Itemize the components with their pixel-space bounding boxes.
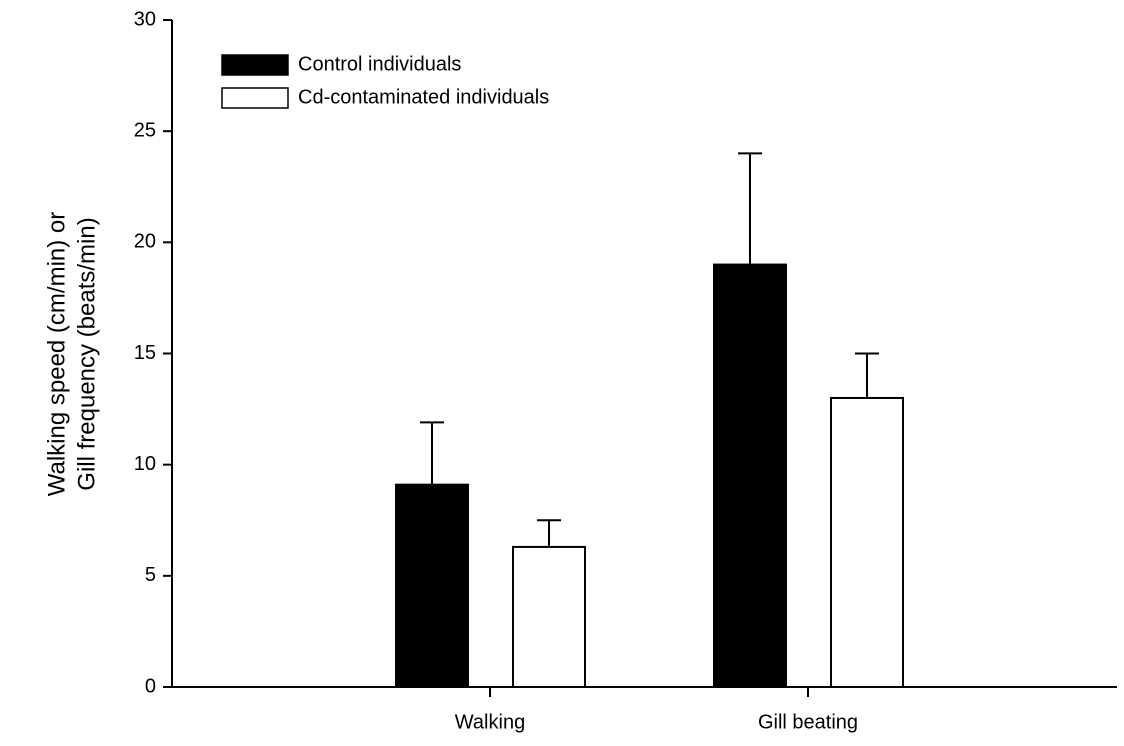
y-axis-label: Gill frequency (beats/min) (73, 217, 100, 490)
legend-swatch (221, 54, 289, 76)
legend-label: Cd-contaminated individuals (298, 86, 549, 108)
y-tick-label: 5 (145, 564, 156, 586)
y-tick-label: 20 (134, 231, 156, 253)
y-tick-label: 30 (134, 8, 156, 30)
legend-label: Control individuals (298, 53, 461, 75)
bar (713, 263, 787, 688)
y-tick-label: 25 (134, 119, 156, 141)
bar (512, 545, 586, 688)
x-tick-label: Gill beating (758, 711, 858, 733)
y-axis-label: Walking speed (cm/min) or (43, 212, 70, 497)
legend-swatch (221, 87, 289, 109)
x-tick-label: Walking (455, 711, 525, 733)
y-tick-label: 15 (134, 342, 156, 364)
y-tick-label: 0 (145, 675, 156, 697)
bar (830, 396, 904, 688)
y-tick-label: 10 (134, 453, 156, 475)
bar (395, 483, 469, 688)
